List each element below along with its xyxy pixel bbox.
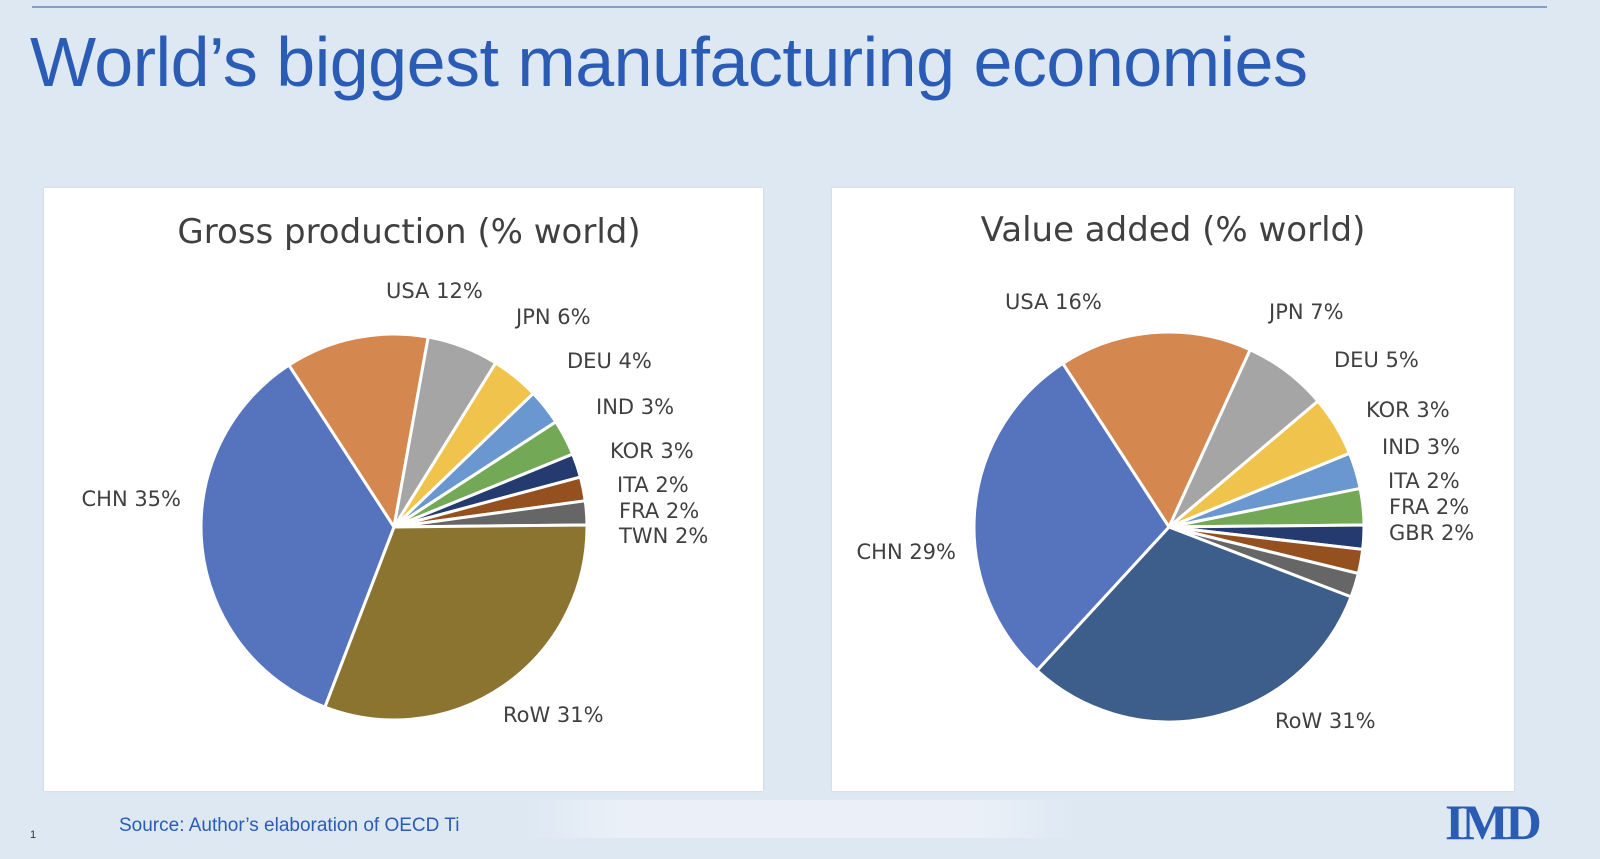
slice-label-ita: ITA 2%: [617, 473, 689, 497]
value-added-pie-chart: Value added (% world) USA 16% JPN 7% DEU 5%…: [856, 210, 1474, 733]
slice-label-fra: FRA 2%: [1389, 495, 1469, 519]
slice-label-row: RoW 31%: [1275, 709, 1376, 733]
slice-label-deu: DEU 5%: [1334, 348, 1419, 372]
slice-label-gbr: GBR 2%: [1389, 521, 1474, 545]
pie-slice-usa: [286, 332, 430, 531]
pie-slice-row: [1034, 525, 1353, 724]
value-added-chart-panel: Value added (% world) USA 16% JPN 7% DEU 5%…: [832, 188, 1514, 791]
slice-label-kor: KOR 3%: [1366, 398, 1450, 422]
slice-label-deu: DEU 4%: [567, 349, 652, 373]
source-note: Source: Author’s elaboration of OECD Ti: [119, 815, 460, 836]
slice-label-usa: USA 16%: [1005, 290, 1102, 314]
pie-slice-usa: [1060, 330, 1253, 531]
blurred-region: [520, 800, 1080, 838]
top-rule: [32, 6, 1547, 8]
slice-label-row: RoW 31%: [503, 703, 604, 727]
slice-label-ind: IND 3%: [596, 395, 674, 419]
slide-number: 1: [30, 829, 37, 841]
pie-slice-chn: [972, 361, 1171, 673]
pie-slice-chn: [199, 363, 396, 710]
slide-title: World’s biggest manufacturing economies: [30, 23, 1308, 101]
chart-title: Value added (% world): [981, 210, 1366, 250]
gross-production-chart-panel: Gross production (% world) USA 12% JPN 6% D…: [44, 188, 763, 791]
chart-title: Gross production (% world): [177, 212, 640, 252]
slice-label-jpn: JPN 7%: [1267, 300, 1344, 324]
slice-label-chn: CHN 35%: [81, 487, 181, 511]
slice-label-ita: ITA 2%: [1388, 469, 1460, 493]
pie-slice-row: [322, 523, 589, 722]
slice-label-kor: KOR 3%: [610, 439, 694, 463]
imd-logo: IMD: [1445, 794, 1542, 850]
slice-label-chn: CHN 29%: [856, 540, 956, 564]
slice-label-fra: FRA 2%: [619, 499, 699, 523]
slice-label-ind: IND 3%: [1382, 435, 1460, 459]
gross-production-pie-chart: Gross production (% world) USA 12% JPN 6% D…: [81, 212, 708, 727]
slice-label-usa: USA 12%: [386, 279, 483, 303]
slice-label-twn: TWN 2%: [618, 524, 708, 548]
slice-label-jpn: JPN 6%: [514, 305, 591, 329]
